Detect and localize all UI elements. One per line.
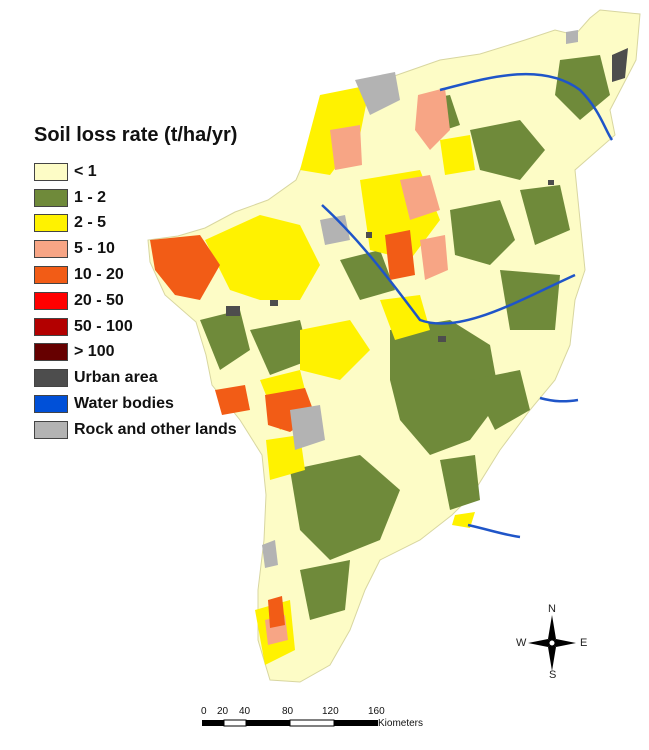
legend-swatch	[34, 317, 68, 336]
compass: N S W E	[512, 603, 592, 681]
legend-label: 50 - 100	[74, 317, 133, 335]
legend-item: < 1	[34, 159, 274, 185]
legend-swatch	[34, 420, 68, 439]
scale-tick-120: 120	[322, 706, 339, 717]
urban-area-patches	[226, 48, 628, 342]
class-5-10-patches	[265, 88, 450, 645]
legend-swatch	[34, 343, 68, 362]
legend-label: 10 - 20	[74, 266, 124, 284]
legend-item: 2 - 5	[34, 211, 274, 237]
scale-tick-40: 40	[239, 706, 251, 717]
class-1-2-patches	[200, 55, 610, 620]
legend: Soil loss rate (t/ha/yr) < 1 1 - 2 2 - 5 5 …	[34, 124, 274, 443]
legend-label: Urban area	[74, 369, 158, 387]
rock-lands-patches	[262, 30, 578, 568]
compass-west: W	[516, 637, 527, 649]
legend-label: Rock and other lands	[74, 420, 237, 438]
legend-swatch	[34, 240, 68, 259]
scale-tick-160: 160	[368, 706, 385, 717]
water-bodies	[321, 72, 614, 539]
legend-label: Water bodies	[74, 395, 174, 413]
compass-north: N	[548, 603, 556, 615]
legend-item: 1 - 2	[34, 185, 274, 211]
legend-item: 20 - 50	[34, 288, 274, 314]
legend-swatch	[34, 369, 68, 388]
scale-units: Kiometers	[378, 718, 424, 729]
legend-item: Water bodies	[34, 391, 274, 417]
legend-item: 50 - 100	[34, 314, 274, 340]
scale-tick-20: 20	[217, 706, 229, 717]
legend-item: Urban area	[34, 365, 274, 391]
legend-swatch	[34, 395, 68, 414]
legend-swatch	[34, 214, 68, 233]
scale-tick-80: 80	[282, 706, 294, 717]
legend-swatch	[34, 291, 68, 310]
legend-item: Rock and other lands	[34, 417, 274, 443]
legend-label: 2 - 5	[74, 214, 107, 232]
legend-swatch	[34, 266, 68, 285]
compass-south: S	[549, 669, 557, 681]
legend-label: > 100	[74, 343, 115, 361]
legend-item: 5 - 10	[34, 236, 274, 262]
legend-label: < 1	[74, 162, 97, 180]
legend-item: > 100	[34, 340, 274, 366]
legend-label: 20 - 50	[74, 291, 124, 309]
scale-tick-0: 0	[201, 706, 207, 717]
legend-item: 10 - 20	[34, 262, 274, 288]
legend-swatch	[34, 188, 68, 207]
legend-items: < 1 1 - 2 2 - 5 5 - 10 10 - 20 20 - 50 50 - 10…	[34, 159, 274, 443]
legend-label: 5 - 10	[74, 240, 115, 258]
legend-title: Soil loss rate (t/ha/yr)	[34, 124, 238, 146]
compass-east: E	[580, 637, 588, 649]
scale-bar: 0 20 40 80 120 160 Kiometers	[198, 706, 448, 736]
legend-label: 1 - 2	[74, 188, 107, 206]
scale-bar-graphic	[202, 719, 378, 727]
compass-rose-icon	[528, 615, 576, 671]
legend-swatch	[34, 162, 68, 181]
